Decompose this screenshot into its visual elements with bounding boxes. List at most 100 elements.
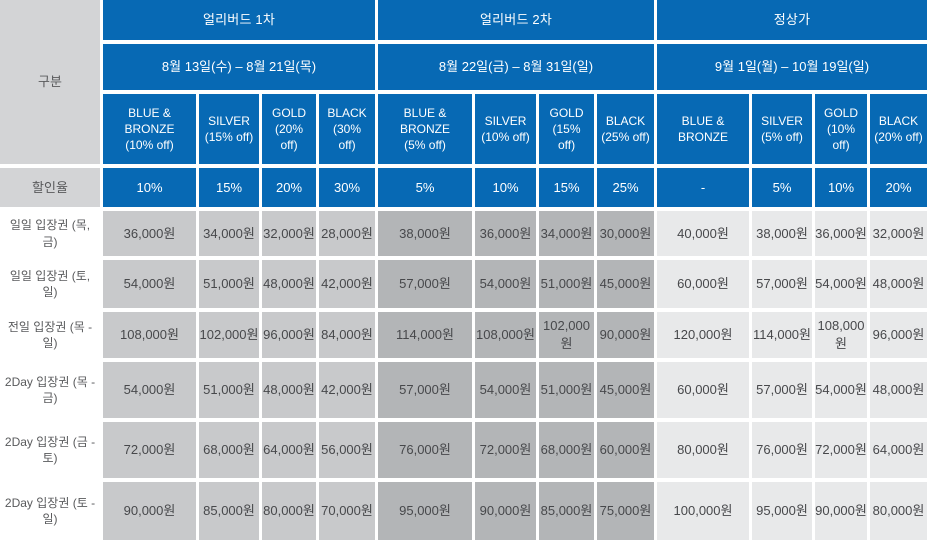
discount-rate-label: 할인율 xyxy=(0,168,100,207)
discount-cell: 10% xyxy=(475,168,536,207)
price-cell: 80,000원 xyxy=(657,422,749,478)
price-cell: 68,000원 xyxy=(539,422,594,478)
price-cell: 60,000원 xyxy=(657,260,749,308)
price-cell: 56,000원 xyxy=(319,422,375,478)
price-cell: 114,000원 xyxy=(378,312,472,358)
price-cell: 90,000원 xyxy=(103,482,196,540)
price-cell: 108,000원 xyxy=(475,312,536,358)
tier-discount: (15% off) xyxy=(204,130,254,144)
tier-discount: (5% off) xyxy=(761,130,803,144)
price-cell: 64,000원 xyxy=(870,422,927,478)
price-cell: 102,000원 xyxy=(199,312,259,358)
price-cell: 72,000원 xyxy=(475,422,536,478)
row-label: 2Day 입장권 (금 - 토) xyxy=(0,422,100,478)
price-cell: 57,000원 xyxy=(378,362,472,418)
price-cell: 38,000원 xyxy=(752,211,812,256)
price-cell: 48,000원 xyxy=(870,260,927,308)
price-cell: 57,000원 xyxy=(752,362,812,418)
tier-name: GOLD xyxy=(823,105,858,120)
tier-header-gold: GOLD (20% off) xyxy=(262,94,316,164)
tier-name: BLACK xyxy=(878,113,919,128)
price-cell: 95,000원 xyxy=(378,482,472,540)
discount-cell: 30% xyxy=(319,168,375,207)
price-cell: 32,000원 xyxy=(870,211,927,256)
price-cell: 100,000원 xyxy=(657,482,749,540)
discount-cell: 5% xyxy=(752,168,812,207)
tier-header-blue-bronze: BLUE & BRONZE (10% off) xyxy=(103,94,196,164)
price-cell: 54,000원 xyxy=(815,260,867,308)
discount-cell: 10% xyxy=(815,168,867,207)
tier-name: GOLD xyxy=(271,105,306,120)
tier-discount: (20% off) xyxy=(274,121,303,153)
tier-discount: (20% off) xyxy=(874,130,923,144)
price-cell: 54,000원 xyxy=(475,362,536,418)
tier-discount: (25% off) xyxy=(601,130,650,144)
price-cell: 95,000원 xyxy=(752,482,812,540)
price-cell: 54,000원 xyxy=(815,362,867,418)
price-cell: 96,000원 xyxy=(870,312,927,358)
price-cell: 34,000원 xyxy=(199,211,259,256)
tier-name: GOLD xyxy=(549,105,584,120)
price-cell: 80,000원 xyxy=(870,482,927,540)
price-cell: 48,000원 xyxy=(262,260,316,308)
price-cell: 90,000원 xyxy=(475,482,536,540)
price-cell: 85,000원 xyxy=(199,482,259,540)
price-cell: 28,000원 xyxy=(319,211,375,256)
price-cell: 90,000원 xyxy=(597,312,654,358)
date-range-earlybird-1: 8월 13일(수) – 8월 21일(목) xyxy=(103,44,375,90)
price-cell: 34,000원 xyxy=(539,211,594,256)
tier-header-black: BLACK (30% off) xyxy=(319,94,375,164)
tier-header-black: BLACK (25% off) xyxy=(597,94,654,164)
tier-header-blue-bronze: BLUE & BRONZE xyxy=(657,94,749,164)
price-cell: 57,000원 xyxy=(378,260,472,308)
price-cell: 42,000원 xyxy=(319,362,375,418)
discount-cell: 25% xyxy=(597,168,654,207)
price-cell: 51,000원 xyxy=(539,260,594,308)
price-cell: 76,000원 xyxy=(752,422,812,478)
tier-name: BLUE & BRONZE xyxy=(124,105,175,136)
tier-name: SILVER xyxy=(484,113,527,128)
price-cell: 68,000원 xyxy=(199,422,259,478)
price-cell: 85,000원 xyxy=(539,482,594,540)
price-cell: 51,000원 xyxy=(539,362,594,418)
price-cell: 54,000원 xyxy=(103,362,196,418)
price-cell: 80,000원 xyxy=(262,482,316,540)
discount-cell: 15% xyxy=(199,168,259,207)
price-cell: 90,000원 xyxy=(815,482,867,540)
tier-discount: (10% off) xyxy=(481,130,530,144)
discount-cell: 20% xyxy=(262,168,316,207)
price-cell: 51,000원 xyxy=(199,362,259,418)
price-cell: 40,000원 xyxy=(657,211,749,256)
price-cell: 57,000원 xyxy=(752,260,812,308)
tier-name: SILVER xyxy=(761,113,803,128)
price-cell: 38,000원 xyxy=(378,211,472,256)
tier-header-silver: SILVER (10% off) xyxy=(475,94,536,164)
tier-discount: (10% off) xyxy=(125,138,174,153)
price-cell: 60,000원 xyxy=(597,422,654,478)
price-cell: 102,000원 xyxy=(539,312,594,358)
tier-header-blue-bronze: BLUE & BRONZE (5% off) xyxy=(378,94,472,164)
price-cell: 30,000원 xyxy=(597,211,654,256)
price-cell: 36,000원 xyxy=(815,211,867,256)
price-cell: 42,000원 xyxy=(319,260,375,308)
row-label: 2Day 입장권 (목 - 금) xyxy=(0,362,100,418)
price-cell: 70,000원 xyxy=(319,482,375,540)
tier-name: BLACK xyxy=(605,113,646,128)
tier-name: BLACK xyxy=(327,105,367,120)
discount-cell: - xyxy=(657,168,749,207)
group-header-regular: 정상가 xyxy=(657,0,927,40)
price-cell: 32,000원 xyxy=(262,211,316,256)
tier-name: SILVER xyxy=(208,113,250,128)
row-label: 일일 입장권 (토, 일) xyxy=(0,260,100,308)
price-cell: 72,000원 xyxy=(815,422,867,478)
discount-cell: 10% xyxy=(103,168,196,207)
price-cell: 45,000원 xyxy=(597,260,654,308)
price-cell: 48,000원 xyxy=(870,362,927,418)
discount-cell: 20% xyxy=(870,168,927,207)
date-range-regular: 9월 1일(월) – 10월 19일(일) xyxy=(657,44,927,90)
price-cell: 36,000원 xyxy=(103,211,196,256)
tier-name: BLUE & BRONZE xyxy=(677,113,728,144)
tier-discount: (10% off) xyxy=(826,121,855,153)
